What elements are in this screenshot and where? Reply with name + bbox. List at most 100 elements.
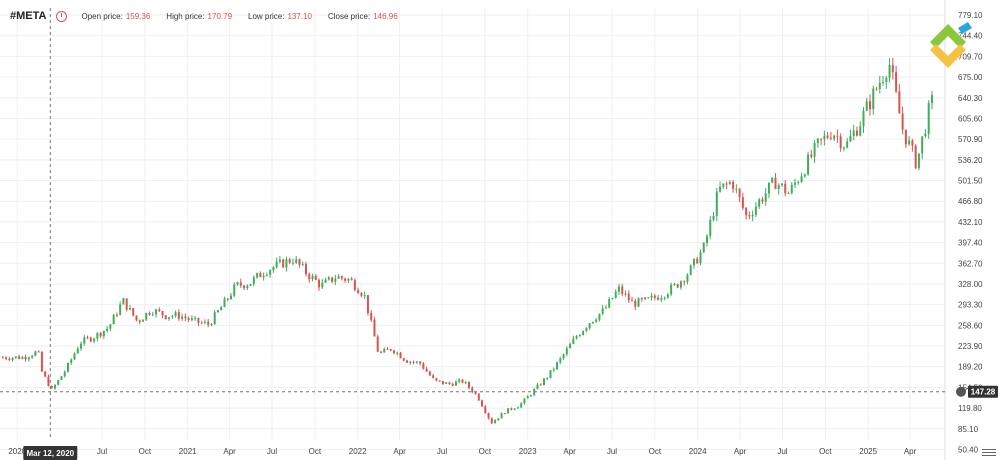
symbol-label: #META xyxy=(10,10,47,22)
candle-body xyxy=(373,319,376,337)
candle-body xyxy=(194,317,197,319)
candle-body xyxy=(171,316,174,318)
candle-body xyxy=(8,358,11,360)
candle-body xyxy=(754,206,757,215)
y-tick-label: 432.10 xyxy=(958,218,983,227)
candle-body xyxy=(474,392,477,394)
candle-body xyxy=(468,382,471,388)
y-tick-label: 709.70 xyxy=(958,52,983,61)
candle-body xyxy=(458,379,461,382)
candle-body xyxy=(432,375,435,379)
candle-body xyxy=(233,284,236,296)
candle-body xyxy=(849,136,852,142)
open-label: Open price: xyxy=(81,11,123,21)
candle-body xyxy=(393,350,396,354)
candle-body xyxy=(161,311,164,316)
x-tick-label: 2020 xyxy=(8,447,26,456)
x-tick-label: Oct xyxy=(479,447,492,456)
clock-icon[interactable] xyxy=(56,10,68,22)
candle-body xyxy=(810,154,813,157)
candle-body xyxy=(412,361,415,363)
y-tick-label: 536.20 xyxy=(958,156,983,165)
candle-body xyxy=(141,319,144,322)
candle-body xyxy=(125,298,128,310)
candle-body xyxy=(409,361,412,363)
candle-body xyxy=(376,336,379,352)
candle-body xyxy=(115,314,118,316)
x-tick-label: 2022 xyxy=(349,447,367,456)
crosshair-target-icon xyxy=(956,386,966,397)
y-tick-label: 570.90 xyxy=(958,135,983,144)
candle-body xyxy=(904,129,907,145)
settings-icon[interactable] xyxy=(982,447,996,457)
candle-body xyxy=(406,360,409,363)
x-axis-labels: 2020 Jul Oct 2021 Apr Jul Oct 2022 Apr Jul Oct 2023… xyxy=(8,447,916,456)
candle-body xyxy=(93,338,96,342)
candle-body xyxy=(461,379,464,383)
candle-body xyxy=(304,264,307,275)
candle-body xyxy=(327,277,330,280)
candle-body xyxy=(324,279,327,283)
candle-body xyxy=(291,262,294,264)
logo-icon xyxy=(930,22,972,68)
candles xyxy=(1,57,933,424)
candle-body xyxy=(578,335,581,337)
candle-body xyxy=(745,207,748,216)
candle-body xyxy=(295,259,298,263)
candle-body xyxy=(914,145,917,169)
candle-body xyxy=(301,264,304,266)
candle-body xyxy=(350,278,353,281)
candle-body xyxy=(611,297,614,300)
candle-body xyxy=(591,321,594,324)
candle-body xyxy=(647,297,650,299)
candle-body xyxy=(210,324,213,326)
x-tick-label: Apr xyxy=(734,447,747,456)
high-value: 170.79 xyxy=(207,11,233,21)
y-tick-label: 744.40 xyxy=(958,32,983,41)
crosshair-date-text: Mar 12, 2020 xyxy=(27,449,75,458)
x-tick-label: Apr xyxy=(393,447,406,456)
candle-body xyxy=(816,138,819,144)
candle-body xyxy=(585,328,588,331)
candle-body xyxy=(741,197,744,208)
candle-body xyxy=(76,348,79,354)
chart-header: #META Open price: 159.36 High price: 170.7… xyxy=(10,8,408,24)
candle-body xyxy=(80,343,83,349)
x-tick-label: Jul xyxy=(607,447,617,456)
candle-body xyxy=(855,130,858,136)
candle-body xyxy=(552,369,555,371)
candle-body xyxy=(823,135,826,140)
candle-body xyxy=(712,215,715,220)
candle-body xyxy=(627,293,630,301)
y-tick-label: 362.70 xyxy=(958,259,983,268)
candle-body xyxy=(190,318,193,320)
candle-body xyxy=(24,356,27,360)
candle-body xyxy=(106,328,109,331)
candle-body xyxy=(435,378,438,381)
candle-body xyxy=(862,110,865,127)
candle-body xyxy=(252,277,255,285)
candle-body xyxy=(21,356,24,359)
candle-body xyxy=(445,382,448,385)
x-tick-label: Jul xyxy=(97,447,107,456)
x-tick-label: Jul xyxy=(437,447,447,456)
candle-body xyxy=(735,188,738,190)
candle-body xyxy=(321,282,324,288)
candle-body xyxy=(800,176,803,182)
candle-body xyxy=(203,321,206,323)
candle-body xyxy=(259,272,262,278)
x-tick-label: Jul xyxy=(267,447,277,456)
candle-body xyxy=(709,219,712,236)
candle-body xyxy=(340,276,343,279)
candle-body xyxy=(898,91,901,114)
candle-body xyxy=(132,307,135,316)
low-label: Low price: xyxy=(248,11,285,21)
candle-body xyxy=(425,368,428,372)
candle-body xyxy=(878,82,881,89)
candle-body xyxy=(666,294,669,298)
candle-body xyxy=(122,298,125,305)
candle-body xyxy=(184,316,187,319)
candle-body xyxy=(784,183,787,194)
candle-body xyxy=(572,338,575,344)
